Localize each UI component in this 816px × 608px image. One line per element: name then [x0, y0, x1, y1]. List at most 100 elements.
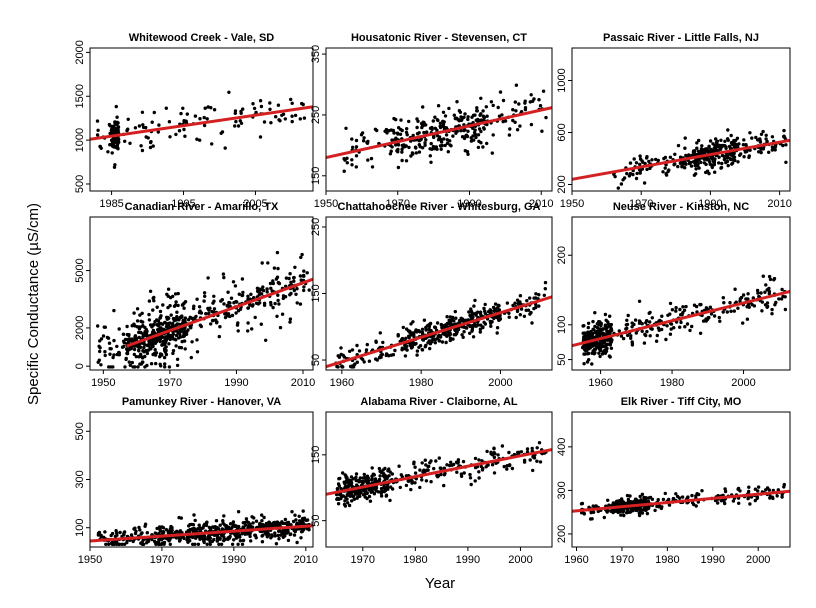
data-point	[137, 327, 142, 331]
data-point	[299, 278, 303, 282]
data-point	[459, 319, 464, 323]
data-point	[674, 309, 678, 313]
y-tick-label: 1000	[74, 128, 86, 152]
data-point	[501, 119, 505, 124]
data-point	[728, 157, 733, 161]
x-tick-label: 2010	[291, 377, 315, 389]
data-point	[723, 139, 727, 143]
data-point	[767, 488, 771, 492]
data-point	[656, 326, 661, 330]
data-point	[471, 134, 475, 138]
data-point	[443, 471, 447, 476]
data-point	[143, 330, 147, 334]
data-point	[400, 158, 404, 163]
data-point	[420, 330, 425, 335]
data-point	[173, 303, 178, 307]
data-point	[433, 126, 437, 130]
data-point	[709, 312, 714, 316]
data-point	[388, 152, 393, 156]
data-point	[276, 533, 280, 538]
data-point	[394, 143, 398, 147]
data-point	[482, 126, 486, 130]
data-point	[609, 322, 613, 327]
data-point	[540, 129, 544, 133]
data-point	[156, 324, 160, 328]
data-point	[427, 327, 431, 332]
data-point	[514, 315, 518, 320]
data-point	[746, 292, 750, 296]
data-point	[483, 311, 487, 316]
data-point	[736, 160, 740, 164]
data-point	[455, 100, 459, 104]
data-point	[535, 459, 539, 463]
data-point	[780, 287, 784, 292]
data-point	[279, 530, 284, 534]
data-point	[356, 495, 360, 499]
data-point	[95, 119, 100, 123]
data-point	[770, 312, 774, 316]
data-point	[725, 159, 730, 164]
data-point	[535, 446, 539, 450]
data-point	[423, 143, 427, 147]
panel-8: Elk River - Tiff City, MO 1960 1970 1980 199…	[556, 396, 791, 566]
data-point	[476, 323, 480, 327]
y-tick-label: 150	[310, 446, 322, 464]
data-point	[241, 290, 245, 295]
data-point	[542, 293, 546, 297]
trend-line	[571, 489, 791, 513]
data-point	[348, 494, 352, 498]
data-point	[390, 138, 394, 142]
data-point	[350, 137, 354, 141]
data-point	[141, 125, 146, 130]
data-point	[714, 137, 718, 141]
data-point	[664, 172, 668, 176]
data-point	[377, 466, 382, 471]
data-point	[236, 329, 240, 333]
panel-title: Canadian River - Amarillo, TX	[125, 201, 279, 213]
data-point	[399, 118, 403, 122]
data-point	[774, 300, 778, 305]
data-point	[424, 327, 428, 332]
data-point	[748, 502, 752, 506]
data-point	[132, 527, 136, 531]
data-point	[183, 347, 187, 351]
data-point	[492, 471, 497, 475]
data-point	[349, 479, 353, 483]
data-point	[207, 525, 212, 530]
data-point	[273, 534, 277, 538]
data-point	[289, 523, 293, 527]
data-point	[175, 363, 180, 368]
data-point	[531, 99, 535, 103]
data-point	[98, 346, 102, 350]
data-point	[289, 280, 293, 284]
data-point	[489, 452, 493, 456]
data-point	[293, 513, 297, 517]
data-point	[302, 274, 306, 278]
data-point	[781, 143, 785, 148]
data-point	[125, 324, 129, 329]
data-point	[351, 477, 355, 481]
data-point	[676, 164, 680, 169]
data-point	[174, 300, 178, 304]
data-point	[182, 320, 186, 324]
data-point	[759, 291, 763, 295]
data-point	[251, 102, 255, 106]
data-point	[152, 322, 156, 327]
data-point	[344, 479, 349, 483]
data-point	[586, 321, 591, 325]
data-point	[641, 160, 645, 164]
data-point	[219, 299, 223, 303]
data-point	[479, 129, 483, 134]
data-point	[424, 343, 428, 348]
data-point	[529, 122, 534, 127]
data-point	[629, 336, 633, 340]
data-point	[625, 318, 629, 322]
data-point	[148, 140, 153, 145]
data-point	[429, 141, 433, 146]
y-tick-label: 2000	[74, 40, 86, 64]
data-point	[158, 529, 162, 533]
data-point	[345, 161, 349, 165]
data-point	[448, 332, 453, 337]
data-point	[497, 114, 502, 118]
data-point	[292, 533, 297, 537]
